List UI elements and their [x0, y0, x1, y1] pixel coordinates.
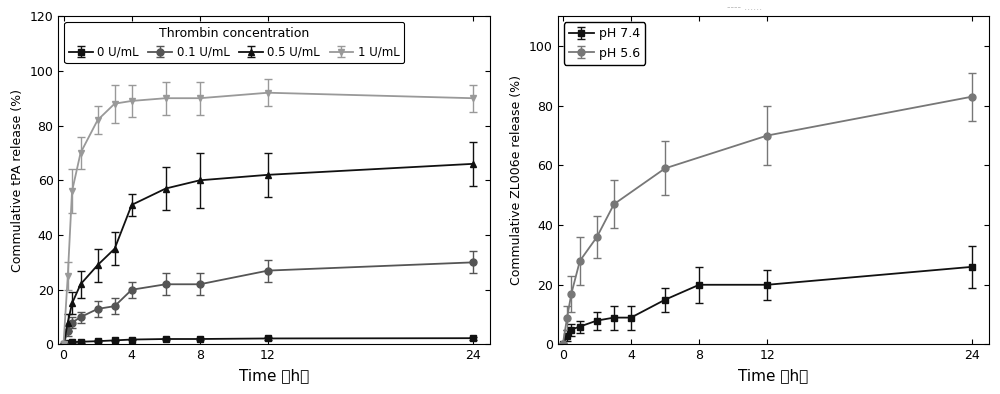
Legend: 0 U/mL, 0.1 U/mL, 0.5 U/mL, 1 U/mL: 0 U/mL, 0.1 U/mL, 0.5 U/mL, 1 U/mL	[64, 22, 404, 63]
X-axis label: Time （h）: Time （h）	[239, 368, 309, 383]
Y-axis label: Commulative tPA release (%): Commulative tPA release (%)	[11, 89, 24, 272]
X-axis label: Time （h）: Time （h）	[738, 368, 808, 383]
Y-axis label: Commulative ZL006e release (%): Commulative ZL006e release (%)	[510, 75, 523, 285]
Legend: pH 7.4, pH 5.6: pH 7.4, pH 5.6	[564, 22, 645, 65]
Text: ---- ......: ---- ......	[727, 2, 763, 12]
